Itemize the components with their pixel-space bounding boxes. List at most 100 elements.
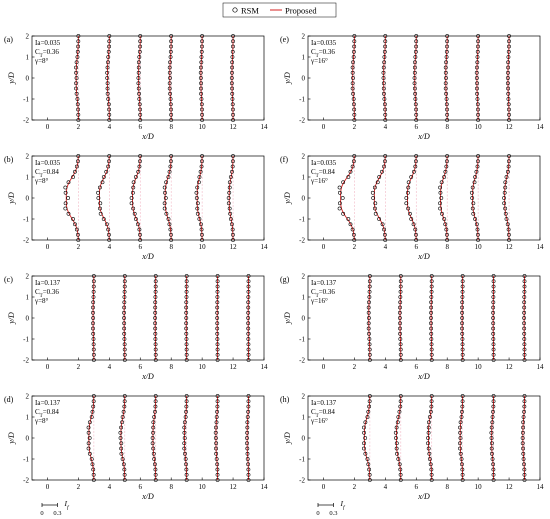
rsm-point (383, 107, 388, 112)
rsm-point (381, 91, 386, 96)
rsm-point (366, 326, 371, 331)
rsm-point (458, 451, 463, 456)
rsm-point (383, 102, 387, 107)
rsm-point (460, 467, 465, 472)
rsm-point (153, 347, 158, 352)
panel-letter: (a) (4, 35, 13, 44)
rsm-point (474, 169, 479, 174)
scale-bar-tick-label: 0.3 (329, 510, 337, 517)
rsm-point (74, 70, 78, 75)
rsm-point (366, 321, 371, 326)
rsm-point (363, 420, 368, 425)
rsm-point (245, 425, 250, 430)
rsm-point (521, 415, 526, 419)
rsm-point (445, 238, 450, 242)
rsm-point (229, 76, 234, 80)
scale-bar-sub: f (67, 504, 70, 511)
rsm-point (490, 420, 495, 425)
rsm-point (460, 284, 465, 289)
rsm-point (75, 49, 80, 54)
rsm-point (246, 399, 251, 404)
proposed-profile-line (120, 395, 126, 481)
rsm-point (131, 185, 136, 190)
rsm-point (429, 331, 434, 336)
rsm-point (459, 415, 464, 419)
rsm-point (107, 238, 112, 242)
scale-bar-tick-label: 0.3 (53, 510, 61, 517)
rsm-point (86, 446, 91, 451)
rsm-point (120, 415, 125, 419)
rsm-point (214, 441, 219, 446)
rsm-point (168, 55, 173, 59)
rsm-point (490, 441, 494, 446)
rsm-point (380, 169, 384, 174)
rsm-point (215, 462, 220, 467)
rsm-point (382, 55, 387, 59)
rsm-point (183, 415, 188, 419)
rsm-point (120, 420, 125, 425)
rsm-point (444, 55, 449, 59)
rsm-point (227, 190, 232, 195)
rsm-point (167, 169, 172, 174)
rsm-point (230, 169, 234, 174)
rsm-point (491, 347, 496, 352)
rsm-point (231, 159, 235, 164)
rsm-point (398, 347, 403, 352)
rsm-point (367, 300, 371, 305)
rsm-point (346, 175, 351, 179)
rsm-point (162, 185, 167, 190)
rsm-point (367, 478, 372, 482)
rsm-point (122, 321, 127, 326)
rsm-point (184, 305, 189, 310)
rsm-point (245, 446, 250, 451)
rsm-point (398, 326, 402, 331)
rsm-point (350, 70, 355, 75)
rsm-point (215, 347, 220, 352)
rsm-point (382, 49, 387, 54)
proposed-profile-line (440, 155, 448, 241)
rsm-point (491, 305, 496, 310)
scale-bar: 0 0.3If (40, 499, 70, 517)
rsm-point (393, 430, 398, 435)
rsm-point (489, 436, 494, 440)
rsm-point (106, 164, 111, 169)
rsm-point (429, 399, 434, 404)
rsm-point (460, 337, 465, 341)
rsm-point (398, 358, 403, 362)
rsm-point (444, 49, 449, 54)
rsm-point (460, 394, 465, 398)
x-tick-label: 10 (199, 483, 207, 491)
y-axis-label: y/D (283, 192, 292, 205)
param-value: =0.84 (43, 168, 60, 176)
rsm-point (404, 196, 409, 200)
rsm-point (199, 102, 204, 107)
rsm-point (246, 347, 251, 352)
rsm-point (350, 81, 355, 86)
rsm-point (63, 185, 68, 190)
rsm-point (413, 97, 418, 101)
rsm-point (396, 457, 401, 461)
rsm-point (443, 86, 448, 91)
x-tick-label: 14 (537, 483, 545, 491)
rsm-point (153, 295, 158, 299)
rsm-point (214, 420, 219, 425)
rsm-point (227, 185, 232, 190)
rsm-point (200, 112, 204, 117)
rsm-point (471, 211, 476, 216)
rsm-point (366, 409, 371, 414)
proposed-profile-line (472, 155, 479, 241)
rsm-point (227, 180, 232, 185)
rsm-point (137, 55, 142, 59)
rsm-point (445, 39, 450, 44)
proposed-profile-line (196, 155, 203, 241)
rsm-point (340, 196, 345, 200)
rsm-point (460, 347, 465, 352)
rsm-point (412, 70, 417, 75)
rsm-point (507, 118, 511, 122)
x-tick-label: 6 (139, 123, 143, 131)
param-value: =0.36 (319, 48, 336, 56)
rsm-point (363, 436, 368, 440)
rsm-point (215, 316, 220, 320)
rsm-point (491, 289, 496, 294)
rsm-point (428, 409, 433, 414)
